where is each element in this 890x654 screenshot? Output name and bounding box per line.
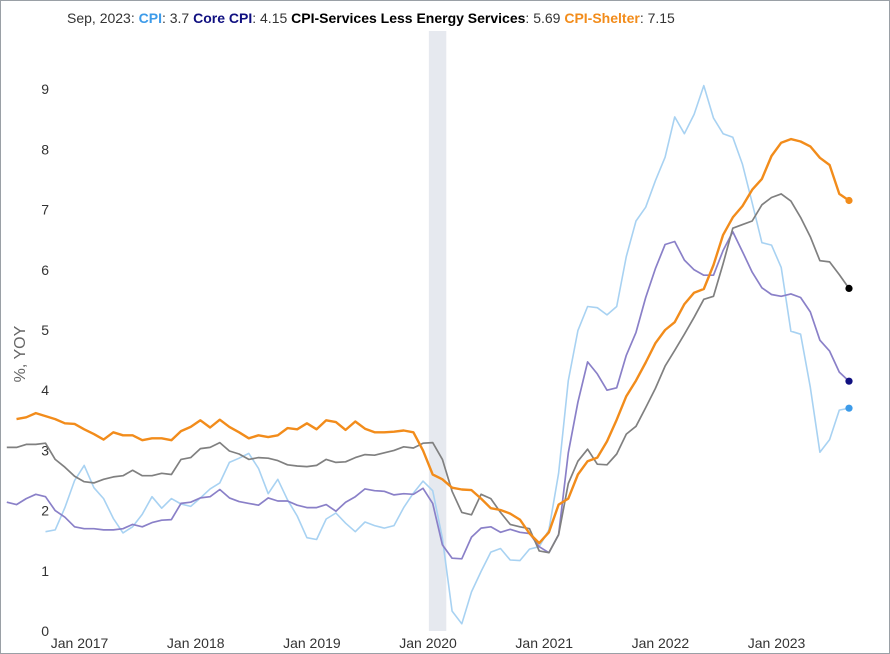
x-tick-label: Jan 2021 — [515, 635, 573, 651]
y-tick-label: 9 — [41, 81, 49, 97]
x-tick-label: Jan 2022 — [632, 635, 690, 651]
end-marker-core-cpi — [845, 377, 853, 385]
x-tick-label: Jan 2017 — [51, 635, 109, 651]
legend-value-services: 5.69 — [533, 10, 561, 26]
series-line-core-cpi — [6, 230, 850, 560]
series-line-cpi — [45, 84, 850, 625]
x-tick-label: Jan 2019 — [283, 635, 341, 651]
y-axis-title: %, YOY — [12, 325, 29, 382]
y-tick-label: 3 — [41, 442, 49, 458]
legend-entry-cpi: CPI: 3.7 — [138, 10, 190, 26]
legend-date: Sep, 2023 — [67, 10, 131, 26]
series-layer — [6, 84, 850, 625]
series-line-services — [6, 193, 850, 554]
y-tick-label: 7 — [41, 202, 49, 218]
y-tick-label: 5 — [41, 322, 49, 338]
y-tick-label: 8 — [41, 141, 49, 157]
x-tick-label: Jan 2020 — [399, 635, 457, 651]
end-marker-shelter — [845, 196, 853, 205]
y-tick-label: 0 — [41, 623, 49, 639]
legend-value-shelter: 7.15 — [647, 10, 675, 26]
end-marker-cpi — [845, 404, 853, 412]
end-marker-services — [845, 284, 853, 292]
legend-name-services: CPI-Services Less Energy Services — [291, 10, 526, 26]
y-axis: 0 1 2 3 4 5 6 7 8 9 — [41, 81, 49, 639]
y-tick-label: 1 — [41, 563, 49, 579]
legend-value-core-cpi: 4.15 — [260, 10, 288, 26]
legend-value-cpi: 3.7 — [169, 10, 190, 26]
legend-entry-services: CPI-Services Less Energy Services: 5.69 — [291, 10, 561, 26]
x-axis: Jan 2017 Jan 2018 Jan 2019 Jan 2020 Jan 2021… — [51, 635, 806, 651]
end-markers — [845, 196, 853, 412]
x-tick-label: Jan 2023 — [748, 635, 806, 651]
legend-name-cpi: CPI — [138, 10, 162, 26]
legend-name-core-cpi: Core CPI — [193, 10, 253, 26]
legend-entry-core-cpi: Core CPI: 4.15 — [193, 10, 288, 26]
y-tick-label: 6 — [41, 262, 49, 278]
legend-entry-shelter: CPI-Shelter: 7.15 — [564, 10, 675, 26]
y-tick-label: 4 — [41, 382, 49, 398]
series-line-shelter — [16, 137, 850, 545]
legend-name-shelter: CPI-Shelter — [564, 10, 640, 26]
x-tick-label: Jan 2018 — [167, 635, 225, 651]
legend: Sep, 2023: CPI: 3.7 Core CPI: 4.15 CPI-S… — [67, 10, 675, 26]
recession-band — [428, 31, 447, 631]
y-tick-label: 2 — [41, 503, 49, 519]
